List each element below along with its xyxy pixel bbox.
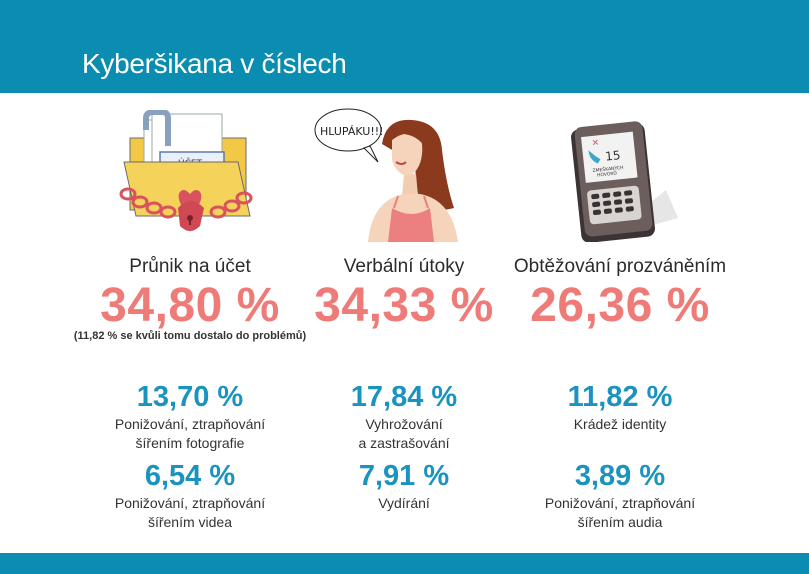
stat-description: Ponižování, ztrapňování šířením videa xyxy=(114,495,266,530)
stat-value: 11,82 % xyxy=(567,381,673,413)
page-title: Kyberšikana v číslech xyxy=(82,48,347,79)
stat-value: 17,84 % xyxy=(350,381,458,413)
stat-value: 7,91 % xyxy=(358,460,450,492)
footer-bar xyxy=(0,553,809,574)
svg-text:✕: ✕ xyxy=(591,138,600,149)
header-bar: Kyberšikana v číslech xyxy=(0,0,809,93)
big-percent: 26,36 % xyxy=(530,279,710,332)
phone-missed-calls-icon: ✕ 15 ZMEŠKANÝCH HOVORŮ xyxy=(566,118,686,243)
column-label: Průnik na účet xyxy=(129,256,251,277)
stat-description: Krádež identity xyxy=(573,416,667,432)
stat-description: Ponižování, ztrapňování šířením fotografi… xyxy=(114,416,266,451)
bubble-text: HLUPÁKU!!! xyxy=(320,125,384,138)
stat-description: Vyhrožování a zastrašování xyxy=(358,416,450,451)
big-percent: 34,33 % xyxy=(314,279,494,332)
svg-text:15: 15 xyxy=(604,148,621,164)
footnote: (11,82 % se kvůli tomu dostalo do problé… xyxy=(73,330,307,342)
column-label: Obtěžování prozváněním xyxy=(513,256,727,277)
big-percent: 34,80 % xyxy=(100,279,280,332)
stat-value: 6,54 % xyxy=(144,460,236,492)
svg-text:ZMEŠKANÝCH: ZMEŠKANÝCH xyxy=(592,164,624,174)
stat-description: Ponižování, ztrapňování šířením audia xyxy=(544,495,696,530)
stat-value: 3,89 % xyxy=(574,460,666,492)
woman-speech-bubble-icon: HLUPÁKU!!! xyxy=(312,104,472,242)
locked-folder-icon: ÚČET JMÉNO HESLO xyxy=(118,109,258,245)
column-label: Verbální útoky xyxy=(343,256,465,277)
stat-value: 13,70 % xyxy=(136,381,244,413)
svg-text:HOVORŮ: HOVORŮ xyxy=(597,170,617,179)
stat-description: Vydírání xyxy=(378,495,430,511)
